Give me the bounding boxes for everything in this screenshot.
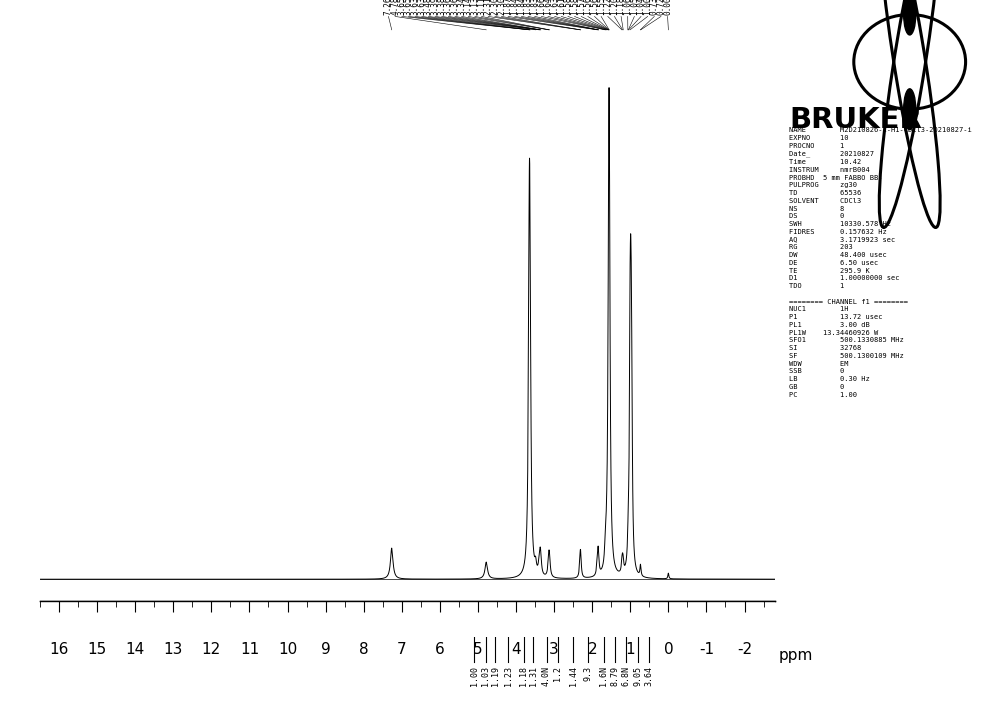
Text: 1.220: 1.220 xyxy=(603,0,612,15)
Text: 3.348: 3.348 xyxy=(457,0,466,15)
Text: ppm: ppm xyxy=(779,648,813,662)
Text: 4.782: 4.782 xyxy=(391,0,400,15)
Text: 1.838: 1.838 xyxy=(524,0,533,15)
Text: 1.561: 1.561 xyxy=(590,0,599,15)
Text: 1.18: 1.18 xyxy=(519,666,528,686)
Text: 8.79: 8.79 xyxy=(611,666,620,686)
Text: NAME        M2D210826-1-H1-CDCl3-20210827-i
EXPNO       10
PROCNO      1
Date_  : NAME M2D210826-1-H1-CDCl3-20210827-i EXP… xyxy=(789,127,972,397)
Text: 1.582: 1.582 xyxy=(570,0,579,15)
Circle shape xyxy=(904,0,916,35)
Text: BRUKER: BRUKER xyxy=(789,106,922,133)
Text: 1.554: 1.554 xyxy=(597,0,606,15)
Text: 3.389: 3.389 xyxy=(437,0,446,15)
Text: 1.648: 1.648 xyxy=(543,0,552,15)
Circle shape xyxy=(904,89,916,130)
Text: 1.44: 1.44 xyxy=(569,666,578,686)
Text: 3.369: 3.369 xyxy=(444,0,453,15)
Text: 0.727: 0.727 xyxy=(656,0,665,15)
Text: 9.3: 9.3 xyxy=(584,666,593,681)
Text: 1.23: 1.23 xyxy=(504,666,513,686)
Text: 1.6N: 1.6N xyxy=(599,666,608,686)
Text: 3.142: 3.142 xyxy=(464,0,473,15)
Text: 0.000: 0.000 xyxy=(663,0,672,15)
Text: 1.845: 1.845 xyxy=(517,0,526,15)
Text: 1.639: 1.639 xyxy=(550,0,559,15)
Text: 1.872: 1.872 xyxy=(504,0,513,15)
Text: 1.043: 1.043 xyxy=(637,0,646,15)
Text: 1.185: 1.185 xyxy=(617,0,626,15)
Text: 1.830: 1.830 xyxy=(530,0,539,15)
Text: 9.05: 9.05 xyxy=(633,666,642,686)
Text: 2.301: 2.301 xyxy=(497,0,506,15)
Text: 1.568: 1.568 xyxy=(583,0,592,15)
Text: 1.007: 1.007 xyxy=(643,0,652,15)
Text: 4.0N: 4.0N xyxy=(542,666,551,686)
Text: 6.8N: 6.8N xyxy=(622,666,631,686)
Text: 3.64: 3.64 xyxy=(645,666,654,686)
Text: 3.657: 3.657 xyxy=(397,0,406,15)
Text: 3.651: 3.651 xyxy=(404,0,413,15)
Text: 1.051: 1.051 xyxy=(630,0,639,15)
Text: 2.308: 2.308 xyxy=(490,0,499,15)
Text: 3.486: 3.486 xyxy=(424,0,433,15)
Text: 3.636: 3.636 xyxy=(411,0,420,15)
Text: 3.395: 3.395 xyxy=(430,0,439,15)
Text: 1.31: 1.31 xyxy=(529,666,538,686)
Text: 1.618: 1.618 xyxy=(557,0,566,15)
Text: 1.202: 1.202 xyxy=(610,0,619,15)
Text: 3.131: 3.131 xyxy=(470,0,479,15)
Text: 2.319: 2.319 xyxy=(484,0,493,15)
Text: 0.736: 0.736 xyxy=(650,0,659,15)
Text: 1.00: 1.00 xyxy=(470,666,479,686)
Text: 1.2: 1.2 xyxy=(553,666,562,681)
Text: 7.264: 7.264 xyxy=(384,0,393,15)
Text: 1.064: 1.064 xyxy=(623,0,632,15)
Text: 1.664: 1.664 xyxy=(537,0,546,15)
Text: 1.588: 1.588 xyxy=(563,0,572,15)
Text: 3.119: 3.119 xyxy=(477,0,486,15)
Text: 1.03: 1.03 xyxy=(481,666,490,686)
Text: 1.575: 1.575 xyxy=(577,0,586,15)
Text: 1.849: 1.849 xyxy=(510,0,519,15)
Text: 3.630: 3.630 xyxy=(417,0,426,15)
Text: 1.19: 1.19 xyxy=(491,666,500,686)
Text: 3.362: 3.362 xyxy=(450,0,459,15)
